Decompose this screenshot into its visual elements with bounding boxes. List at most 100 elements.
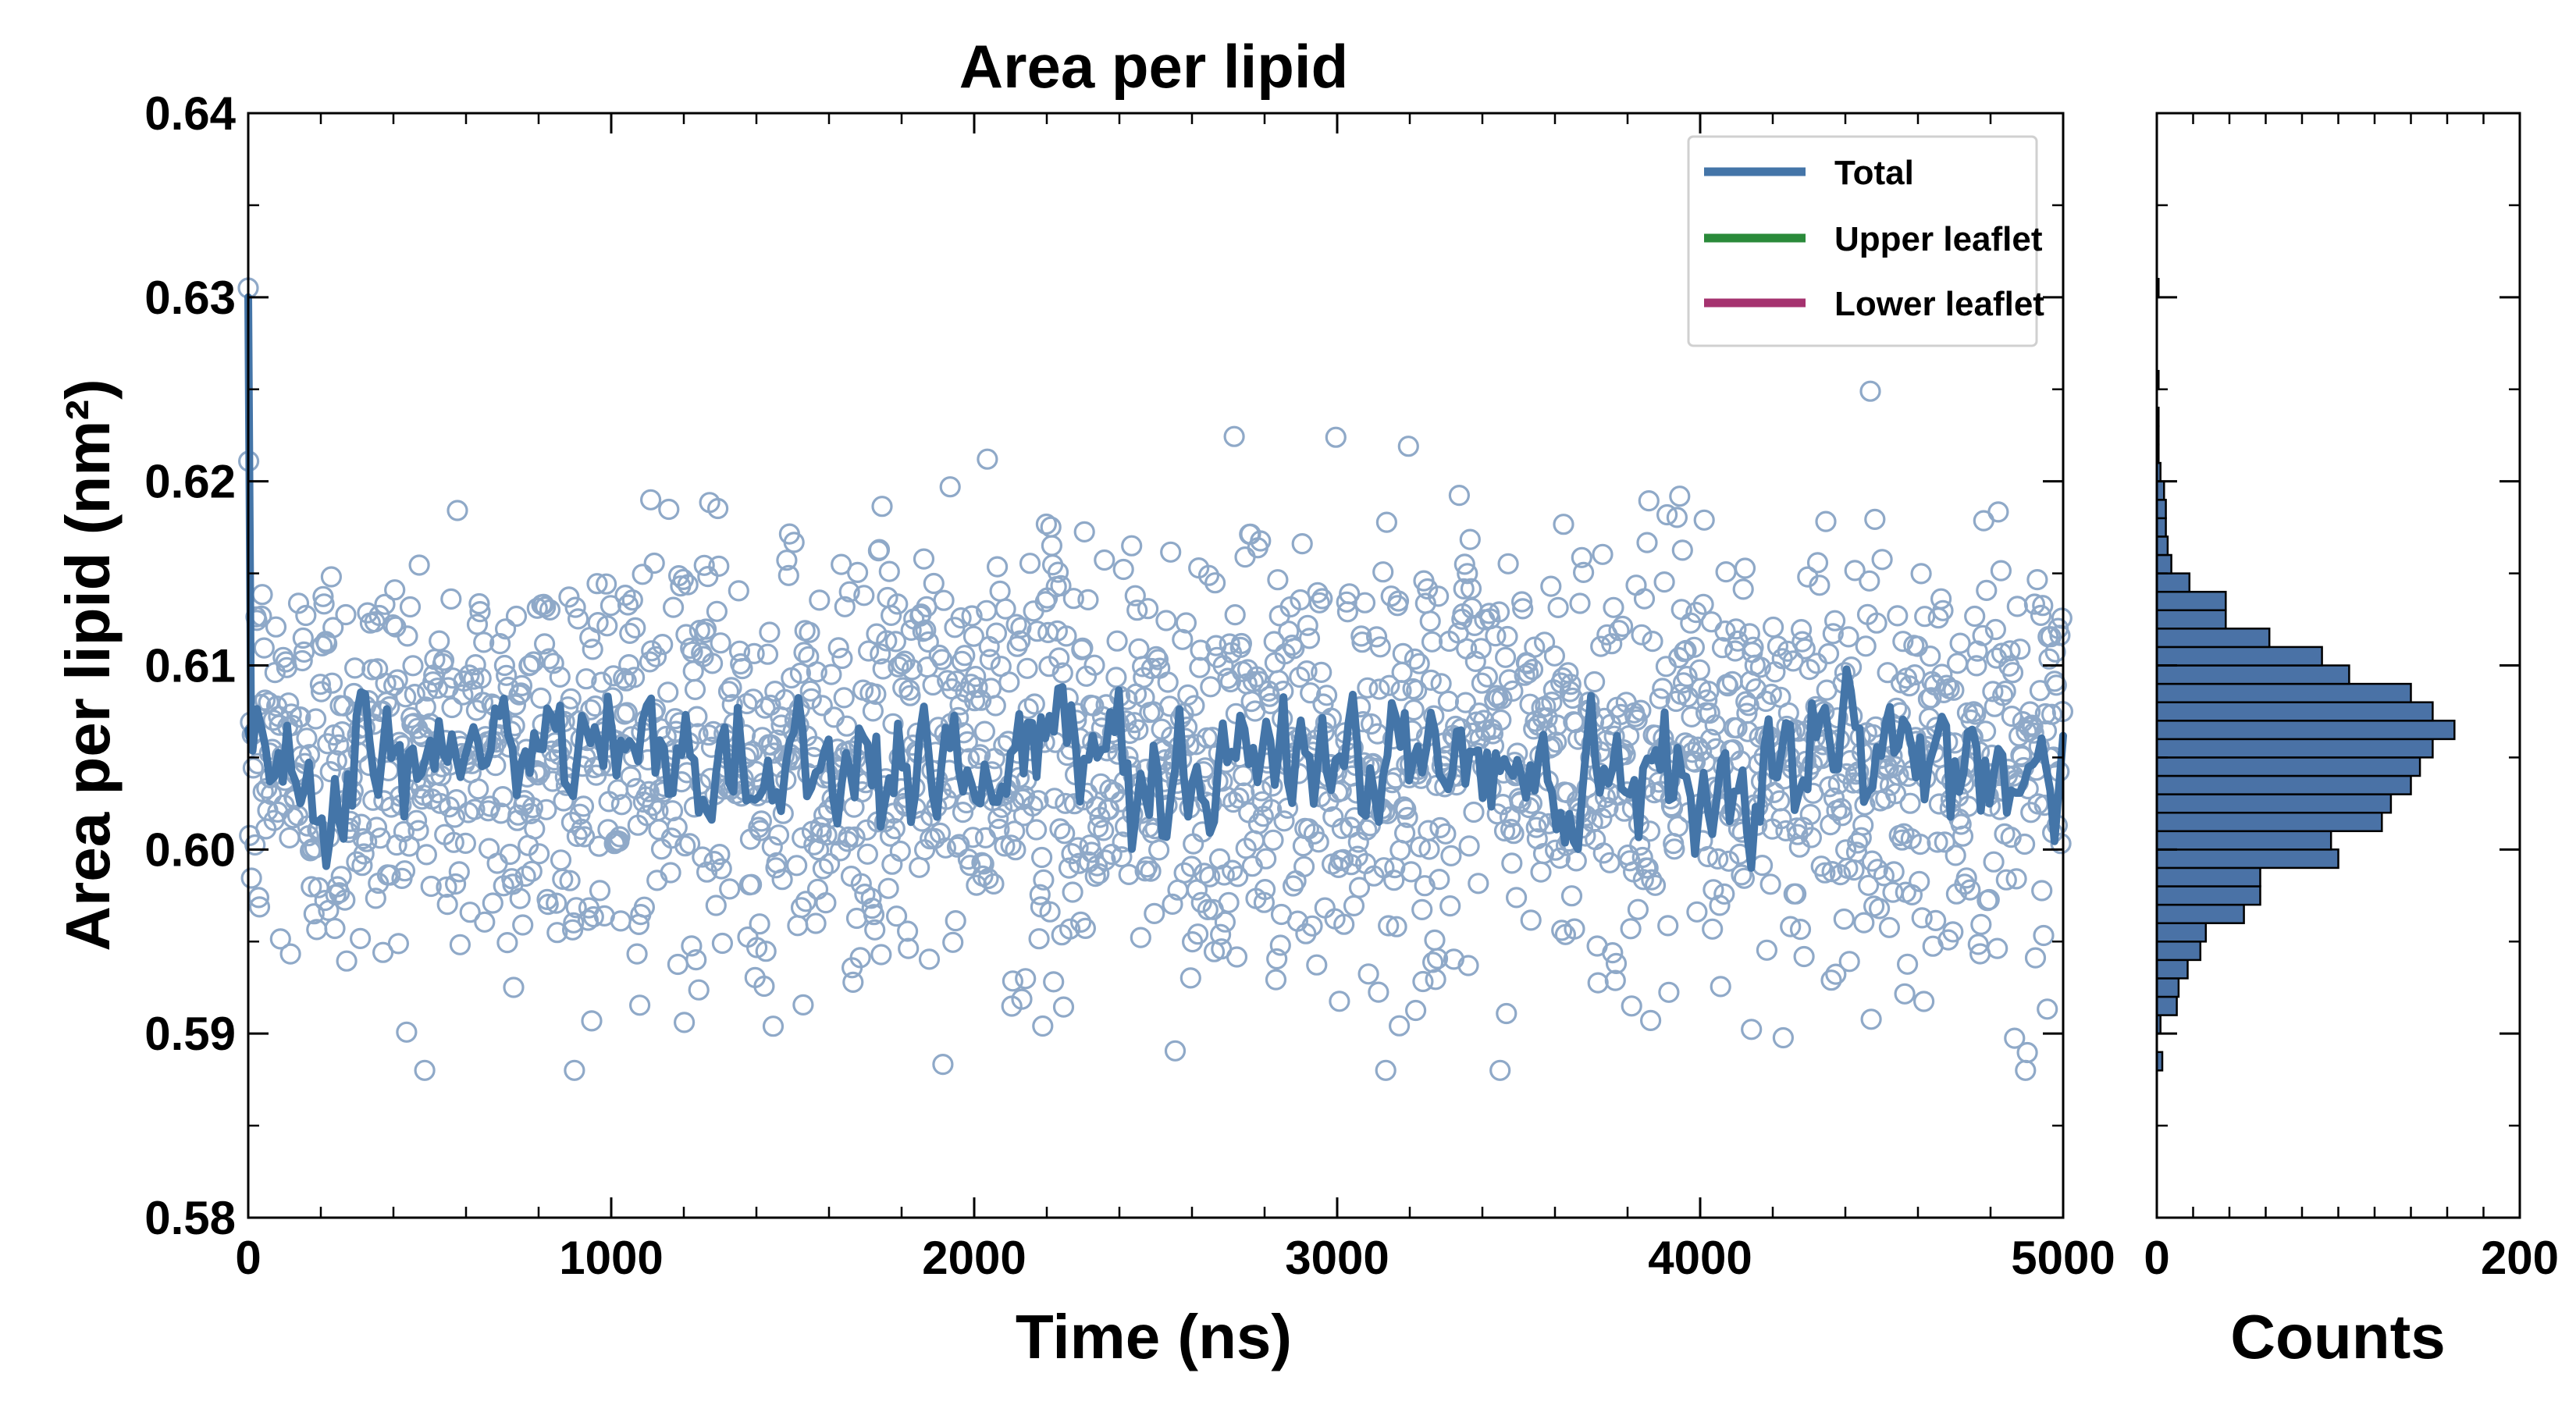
scatter-point bbox=[871, 496, 893, 518]
scatter-point bbox=[2014, 833, 2036, 855]
scatter-point bbox=[963, 690, 986, 712]
y-tick-label: 0.62 bbox=[144, 456, 236, 508]
scatter-point bbox=[494, 618, 517, 640]
scatter-point bbox=[1379, 674, 1400, 696]
scatter-point bbox=[1010, 617, 1032, 638]
scatter-point bbox=[1799, 803, 1821, 826]
scatter-point bbox=[624, 617, 646, 639]
scatter-point bbox=[1155, 610, 1177, 631]
scatter-point bbox=[762, 1016, 785, 1037]
scatter-point bbox=[279, 943, 301, 965]
scatter-point bbox=[1830, 863, 1852, 886]
scatter-point bbox=[1144, 902, 1165, 925]
scatter-point bbox=[351, 855, 373, 877]
scatter-point bbox=[397, 625, 418, 647]
scatter-point bbox=[1101, 843, 1123, 866]
scatter-point bbox=[486, 852, 508, 874]
scatter-point bbox=[312, 585, 334, 607]
scatter-point bbox=[827, 637, 849, 659]
scatter-point bbox=[382, 614, 404, 636]
scatter-point bbox=[1112, 558, 1134, 581]
scatter-point bbox=[474, 911, 496, 933]
scatter-point bbox=[1599, 852, 1621, 873]
scatter-point bbox=[805, 912, 827, 934]
scatter-point bbox=[1016, 657, 1038, 679]
scatter-point bbox=[497, 676, 519, 699]
scatter-point bbox=[1780, 916, 1802, 937]
scatter-point bbox=[2045, 674, 2067, 696]
scatter-point bbox=[2024, 947, 2047, 969]
scatter-point bbox=[697, 565, 719, 588]
scatter-point bbox=[1501, 852, 1523, 874]
scatter-point bbox=[398, 835, 420, 857]
scatter-point bbox=[2023, 593, 2045, 615]
scatter-point bbox=[1458, 835, 1480, 857]
scatter-point bbox=[374, 593, 396, 615]
histogram-bar bbox=[2155, 664, 2350, 685]
scatter-point bbox=[998, 671, 1020, 693]
scatter-point bbox=[636, 805, 658, 827]
scatter-point bbox=[816, 824, 838, 846]
y-tick-label: 0.61 bbox=[144, 640, 236, 692]
scatter-point bbox=[1200, 676, 1222, 698]
scatter-point bbox=[319, 760, 341, 783]
scatter-point bbox=[1457, 955, 1479, 976]
scatter-point bbox=[1713, 883, 1735, 905]
scatter-point bbox=[831, 553, 852, 575]
scatter-point bbox=[1959, 879, 1981, 901]
scatter-point bbox=[552, 868, 574, 891]
scatter-point bbox=[833, 687, 855, 709]
scatter-point bbox=[1838, 951, 1860, 973]
scatter-point bbox=[470, 667, 492, 689]
scatter-point bbox=[336, 950, 358, 972]
scatter-point bbox=[1041, 535, 1063, 557]
scatter-point bbox=[1930, 588, 1952, 610]
scatter-point bbox=[961, 605, 983, 627]
scatter-point bbox=[610, 794, 633, 816]
scatter-point bbox=[1644, 874, 1667, 896]
scatter-point bbox=[489, 632, 511, 655]
scatter-point bbox=[1541, 691, 1563, 713]
histogram-bar bbox=[2155, 793, 2393, 814]
scatter-point bbox=[1894, 983, 1916, 1005]
legend-label-total: Total bbox=[1834, 154, 1914, 192]
scatter-point bbox=[596, 615, 618, 637]
scatter-point bbox=[1072, 637, 1094, 659]
x-tick-label: 3000 bbox=[1285, 1232, 1389, 1284]
scatter-point bbox=[1160, 541, 1182, 563]
scatter-point bbox=[1307, 582, 1329, 603]
scatter-point bbox=[616, 702, 638, 724]
scatter-point bbox=[1512, 598, 1534, 620]
scatter-point bbox=[1417, 578, 1439, 600]
scatter-point bbox=[1920, 687, 1942, 709]
scatter-point bbox=[454, 832, 477, 855]
scatter-point bbox=[1528, 811, 1550, 833]
scatter-point bbox=[303, 903, 325, 925]
scatter-point bbox=[618, 653, 640, 676]
scatter-point bbox=[1250, 530, 1272, 552]
scatter-point bbox=[928, 644, 950, 667]
scatter-point bbox=[441, 696, 463, 719]
scatter-point bbox=[240, 867, 262, 889]
scatter-point bbox=[1227, 866, 1249, 887]
scatter-point bbox=[1028, 928, 1050, 950]
histogram-bar bbox=[2155, 848, 2339, 870]
scatter-point bbox=[1782, 650, 1804, 672]
scatter-point bbox=[1794, 638, 1816, 660]
scatter-point bbox=[1950, 813, 1972, 835]
histogram-bar bbox=[2155, 628, 2271, 649]
scatter-point bbox=[868, 539, 891, 560]
scatter-point bbox=[623, 667, 646, 688]
scatter-point bbox=[1218, 891, 1240, 913]
scatter-point bbox=[617, 594, 639, 616]
scatter-point bbox=[1365, 626, 1388, 648]
scatter-point bbox=[708, 555, 730, 578]
scatter-point bbox=[1002, 791, 1025, 813]
hist-x-tick-label: 0 bbox=[2144, 1232, 2169, 1284]
scatter-point bbox=[610, 910, 632, 932]
scatter-point bbox=[880, 604, 902, 627]
scatter-point bbox=[1255, 848, 1277, 870]
scatter-point bbox=[1049, 818, 1071, 840]
scatter-point bbox=[2051, 607, 2073, 629]
scatter-point bbox=[1911, 907, 1933, 929]
